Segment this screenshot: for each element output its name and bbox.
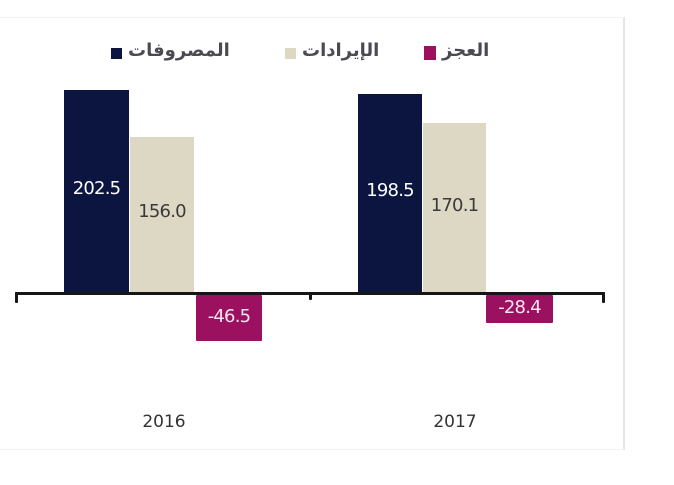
bar-label-2017-expenses: 198.5	[366, 180, 414, 201]
x-axis-tick-middle	[309, 292, 312, 300]
bar-2017-deficit: -28.4	[486, 295, 553, 323]
bar-2016-deficit: -46.5	[196, 295, 262, 341]
legend-swatch-deficit	[424, 46, 436, 60]
bar-2017-revenues: 170.1	[423, 123, 486, 293]
x-axis-tick-right	[602, 292, 605, 303]
x-axis-label-2016: 2016	[142, 412, 186, 432]
bar-label-2016-deficit: -46.5	[207, 306, 251, 327]
x-axis-tick-left	[15, 292, 18, 303]
x-axis-label-2017: 2017	[433, 412, 477, 432]
legend-item-expenses: المصروفات	[111, 37, 230, 63]
chart-frame	[0, 17, 625, 450]
bar-label-2017-revenues: 170.1	[430, 195, 479, 216]
bar-2017-expenses: 198.5	[358, 94, 422, 293]
legend-label-expenses: المصروفات	[128, 39, 230, 61]
legend-label-revenues: الإيرادات	[302, 39, 380, 61]
chart-legend: المصروفات الإيرادات العجز	[0, 37, 625, 63]
legend-item-revenues: الإيرادات	[285, 37, 380, 63]
bar-2016-revenues: 156.0	[130, 137, 194, 293]
bar-label-2016-revenues: 156.0	[138, 201, 186, 222]
legend-item-deficit: العجز	[424, 37, 490, 63]
legend-swatch-revenues	[285, 47, 296, 59]
bar-label-2017-deficit: -28.4	[498, 297, 541, 318]
bar-label-2016-expenses: 202.5	[72, 178, 121, 199]
legend-swatch-expenses	[111, 47, 122, 59]
legend-label-deficit: العجز	[442, 39, 490, 61]
bar-2016-expenses: 202.5	[64, 90, 129, 293]
